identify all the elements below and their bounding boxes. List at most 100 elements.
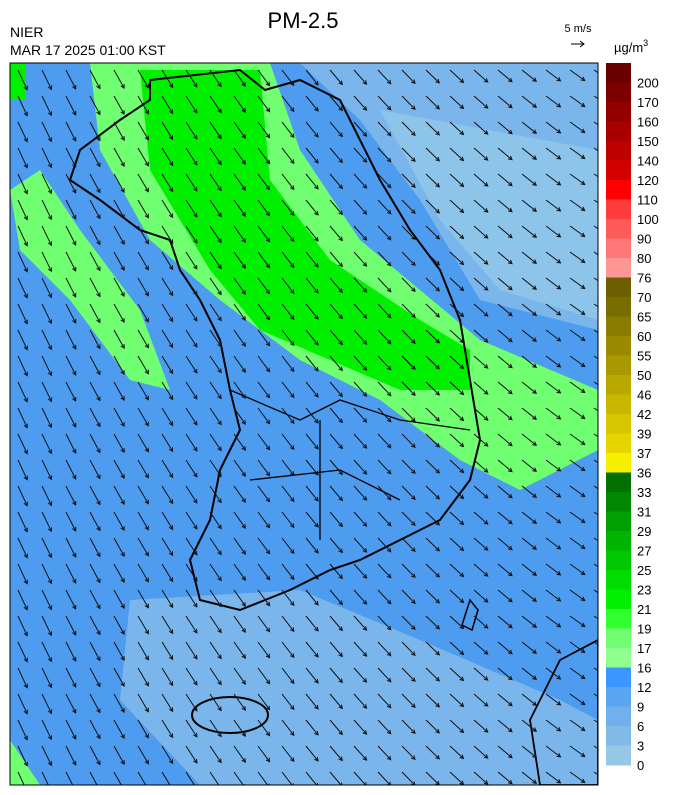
wind-arrow	[425, 485, 441, 500]
colorbar-label: 39	[637, 427, 651, 442]
wind-arrow	[41, 147, 53, 169]
wind-arrow	[65, 329, 77, 350]
wind-arrow	[569, 641, 586, 654]
wind-arrow	[497, 485, 513, 499]
wind-arrow	[305, 485, 319, 502]
wind-arrow	[17, 641, 28, 663]
colorbar-segment	[606, 355, 631, 376]
wind-arrow	[401, 719, 416, 735]
colorbar-segment	[606, 433, 631, 454]
wind-arrow	[569, 693, 586, 706]
wind-arrow	[17, 771, 25, 785]
wind-arrow	[401, 173, 416, 189]
wind-arrow	[257, 641, 271, 659]
wind-arrow	[425, 459, 441, 474]
wind-arrow	[185, 589, 198, 608]
wind-arrow	[521, 433, 538, 446]
colorbar-segment	[606, 550, 631, 571]
wind-arrow	[449, 433, 465, 448]
wind-arrow	[449, 69, 465, 84]
wind-arrow	[473, 667, 489, 681]
wind-arrow	[401, 537, 416, 553]
wind-arrow	[257, 355, 271, 373]
wind-arrow	[41, 251, 53, 273]
wind-arrow	[137, 407, 149, 427]
wind-arrow	[185, 693, 198, 712]
wind-arrow	[281, 433, 295, 451]
wind-arrow	[65, 69, 77, 90]
wind-arrow	[377, 459, 392, 475]
wind-arrow	[137, 615, 149, 635]
wind-arrow	[17, 173, 28, 195]
wind-arrow	[497, 563, 513, 577]
wind-arrow	[89, 329, 101, 350]
colorbar-label: 42	[637, 407, 651, 422]
wind-arrow	[209, 303, 222, 322]
wind-arrow	[449, 225, 465, 240]
wind-arrow	[353, 95, 368, 111]
colorbar-label: 37	[637, 446, 651, 461]
wind-arrow	[233, 615, 246, 633]
wind-arrow	[185, 69, 198, 88]
wind-arrow	[41, 667, 53, 689]
wind-arrow	[449, 173, 465, 188]
colorbar-label: 55	[637, 349, 651, 364]
wind-arrow	[401, 433, 416, 449]
wind-arrow	[161, 771, 171, 785]
wind-arrow	[401, 95, 416, 111]
wind-arrow	[137, 303, 149, 323]
wind-arrow	[233, 433, 246, 451]
wind-arrow	[281, 173, 295, 191]
colorbar: 2001701601501401201101009080767065605550…	[606, 63, 659, 773]
wind-arrow	[449, 511, 465, 526]
colorbar-label: 170	[637, 95, 659, 110]
wind-arrow	[209, 355, 222, 374]
wind-arrow	[377, 199, 392, 215]
wind-arrow	[473, 173, 489, 187]
colorbar-label: 76	[637, 271, 651, 286]
wind-arrow	[17, 485, 28, 507]
wind-arrow	[209, 199, 222, 218]
wind-arrow	[17, 147, 28, 169]
wind-arrow	[401, 563, 416, 579]
wind-arrow	[449, 303, 465, 318]
wind-arrow	[41, 303, 53, 325]
wind-arrow	[41, 485, 53, 507]
wind-arrow	[449, 407, 465, 422]
wind-arrow	[233, 485, 246, 503]
wind-arrow	[185, 355, 198, 374]
wind-arrow	[593, 719, 598, 724]
wind-arrow	[257, 667, 271, 685]
wind-arrow	[185, 121, 198, 140]
wind-arrow	[353, 641, 368, 657]
colorbar-segment	[606, 238, 631, 259]
wind-arrow	[377, 121, 392, 137]
colorbar-segment	[606, 297, 631, 317]
wind-arrow	[65, 147, 77, 168]
wind-arrow	[17, 329, 28, 351]
wind-arrow	[497, 329, 513, 343]
wind-scale-label: 5 m/s	[565, 23, 592, 35]
wind-arrow	[497, 69, 513, 83]
wind-arrow	[137, 693, 149, 713]
wind-arrow	[137, 667, 149, 687]
wind-arrow	[497, 615, 513, 629]
wind-arrow	[425, 589, 441, 604]
wind-arrow	[305, 277, 319, 294]
wind-arrow	[377, 615, 392, 631]
wind-arrow	[521, 563, 538, 576]
wind-arrow	[545, 121, 562, 134]
wind-arrow	[161, 95, 174, 115]
colorbar-segment	[606, 745, 631, 766]
wind-arrow	[521, 355, 538, 368]
wind-arrow	[449, 485, 465, 500]
wind-arrow	[257, 485, 271, 503]
wind-arrow	[497, 225, 513, 239]
wind-arrow	[521, 277, 538, 290]
wind-arrow	[113, 355, 125, 376]
wind-arrow	[281, 381, 295, 399]
wind-arrow	[233, 459, 246, 477]
wind-arrow	[161, 485, 174, 505]
wind-arrow	[257, 381, 271, 399]
wind-arrow	[185, 667, 198, 686]
